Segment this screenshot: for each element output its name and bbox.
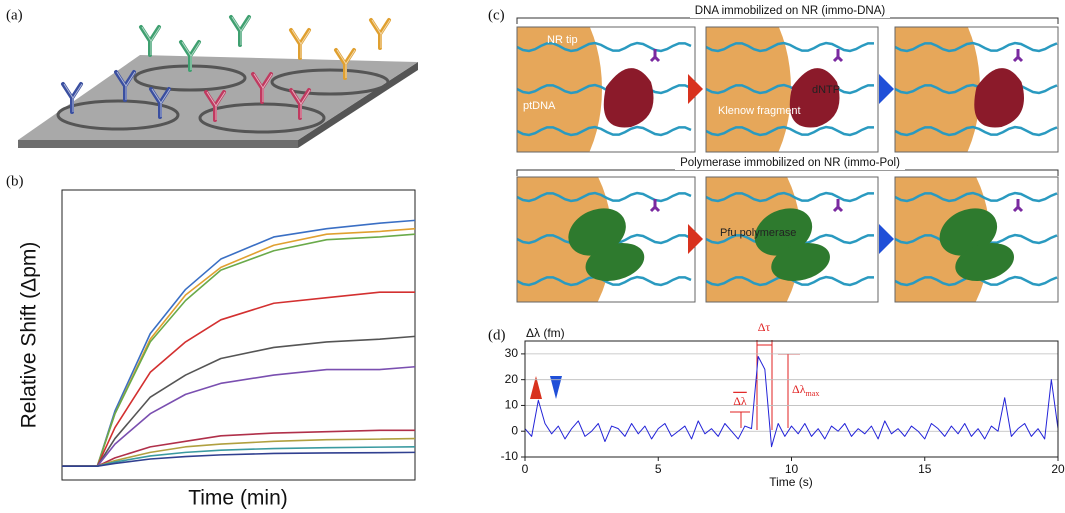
annotation-base: Δλ — [792, 382, 806, 396]
sensor-array-illustration — [18, 17, 418, 148]
row-title: Polymerase immobilized on NR (immo-Pol) — [680, 157, 900, 169]
y-tick-label: 20 — [505, 372, 519, 386]
x-tick-label: 0 — [522, 462, 529, 476]
antibody — [371, 20, 389, 48]
callout: dNTP — [812, 84, 840, 96]
y-tick-label: 0 — [511, 423, 518, 437]
callout: Pfu polymerase — [720, 227, 796, 239]
y-axis-label: Δλ (fm) — [526, 326, 565, 340]
plot-frame — [62, 190, 415, 480]
antibody-highlight — [292, 30, 310, 58]
antibody — [141, 27, 159, 55]
scene — [462, 0, 695, 199]
plot-frame — [525, 341, 1058, 457]
x-axis-label: Time (min) — [188, 487, 288, 510]
panel-label: (a) — [6, 7, 23, 23]
bracket — [517, 170, 1058, 176]
data-line — [62, 452, 415, 466]
panel-label: (d) — [488, 327, 506, 343]
bracket — [517, 18, 1058, 24]
step-arrow — [879, 224, 894, 254]
antibody-highlight — [372, 20, 390, 48]
row-title: DNA immobilized on NR (immo-DNA) — [695, 5, 886, 17]
annotation: Δτ — [758, 320, 771, 334]
y-tick-label: 30 — [505, 346, 519, 360]
chip-edge — [18, 140, 298, 148]
mechanism-illustration: DNA immobilized on NR (immo-DNA) Polymer… — [452, 0, 1058, 349]
callout: NR tip — [547, 34, 578, 46]
callout: ptDNA — [523, 100, 556, 112]
antibody — [291, 30, 309, 58]
panel-label: (b) — [6, 173, 24, 189]
plot — [62, 220, 415, 466]
scene-boxes — [452, 0, 1058, 349]
figure: (a) (b) (c) (d) Relative Shift (Δpm) Tim… — [0, 0, 1065, 513]
chart-d: Δλ (fm) Time (s) Δτ Δλ Δλmax — [526, 320, 819, 489]
page: {"panel_labels": ["(a)", "(b)", "(c)", "… — [0, 0, 1065, 513]
x-axis-label: Time (s) — [769, 475, 813, 489]
y-tick-label: 10 — [505, 398, 519, 412]
callout: Klenow fragment — [718, 105, 801, 117]
annotation-subscript: max — [806, 389, 820, 398]
data-line — [525, 356, 1058, 446]
step-arrow — [879, 74, 894, 104]
antibody-highlight — [142, 27, 160, 55]
x-tick-label: 20 — [1051, 462, 1065, 476]
panel-label: (c) — [488, 7, 505, 23]
data-line — [62, 367, 415, 466]
x-tick-label: 10 — [785, 462, 799, 476]
y-axis-label: Relative Shift (Δpm) — [18, 242, 41, 429]
antibody-highlight — [232, 17, 250, 45]
annotation: Δλmax — [792, 382, 819, 398]
x-tick-label: 5 — [655, 462, 662, 476]
y-tick-label: -10 — [501, 449, 519, 463]
scene — [452, 129, 695, 349]
antibody — [231, 17, 249, 45]
x-tick-label: 15 — [918, 462, 932, 476]
